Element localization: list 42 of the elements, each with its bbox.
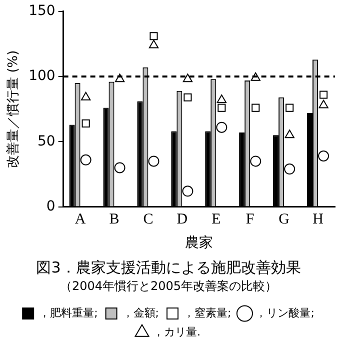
legend-label: ，リン酸量; — [256, 306, 314, 320]
point — [182, 186, 194, 197]
point — [252, 104, 260, 112]
point — [216, 94, 226, 103]
point — [250, 156, 262, 167]
point — [148, 156, 160, 167]
y-tick-label: 50 — [37, 133, 56, 150]
point — [114, 162, 126, 174]
legend-label: ，肥料重量; — [39, 306, 98, 320]
point — [318, 100, 328, 108]
y-axis-title: 改善量／慣行量 (%) — [5, 50, 22, 168]
x-tick-label: C — [143, 212, 154, 228]
point — [216, 122, 228, 133]
text: 図3．農家支援活動による施肥改善効果 — [36, 258, 301, 276]
point — [148, 40, 159, 48]
y-tick-label: 0 — [46, 198, 56, 214]
point — [80, 92, 91, 100]
point — [284, 164, 296, 175]
point — [286, 104, 294, 112]
x-tick-label: H — [312, 212, 324, 228]
point — [80, 154, 92, 166]
x-tick-label: E — [212, 212, 221, 228]
legend-label: ，窒素量; — [184, 306, 232, 320]
x-tick-label: D — [176, 212, 188, 228]
text: （2004年慣行と2005年改善案の比較） — [60, 278, 278, 293]
point — [318, 150, 330, 162]
x-tick-label: A — [74, 212, 86, 228]
point — [184, 93, 192, 102]
y-tick-label: 100 — [28, 68, 56, 84]
x-tick-label: B — [109, 212, 120, 228]
legend-label: ，カリ量. — [153, 325, 200, 338]
point — [82, 119, 90, 128]
legend-label: ，金額; — [122, 306, 160, 320]
point — [150, 32, 158, 40]
x-tick-label: G — [278, 212, 290, 228]
point — [218, 104, 226, 112]
point — [320, 90, 328, 99]
y-tick-label: 150 — [28, 3, 56, 20]
point — [182, 74, 193, 82]
x-tick-label: F — [246, 212, 254, 228]
point — [284, 130, 294, 138]
x-axis-title: 農家 — [185, 234, 214, 251]
